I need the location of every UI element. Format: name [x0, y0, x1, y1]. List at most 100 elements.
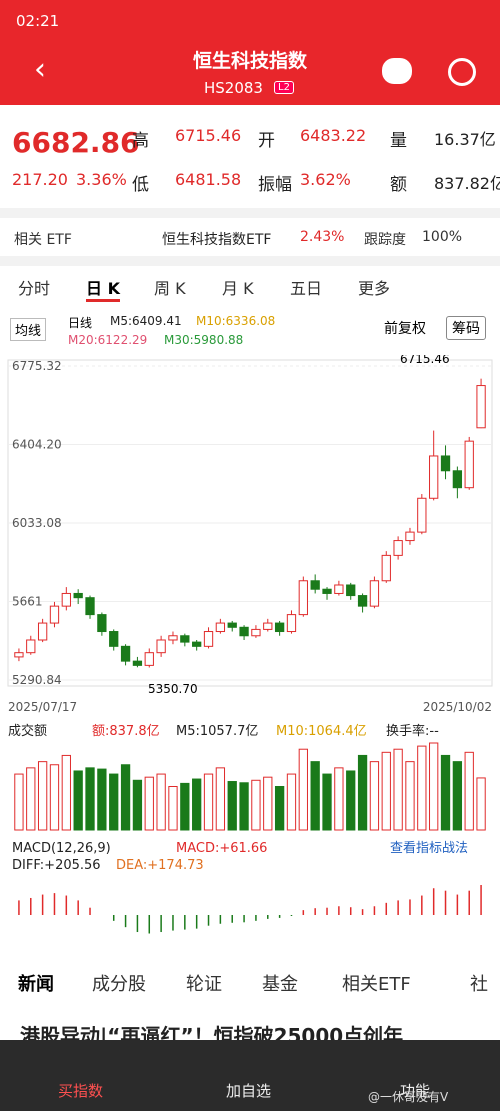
candle-body [85, 597, 95, 616]
candle-body [429, 455, 439, 499]
ma5: M5:6409.41 [110, 314, 182, 328]
candle-body [274, 622, 285, 633]
candle-body [14, 652, 24, 658]
status-time: 02:21 [16, 12, 60, 30]
macd-legend: DIFF:+205.56 [12, 858, 101, 873]
volume-bar [192, 778, 202, 831]
candle-body [49, 605, 60, 624]
volume-bar [476, 777, 486, 831]
candle-body [251, 628, 261, 637]
volume-bar [227, 781, 237, 831]
divider [0, 208, 500, 218]
robot-icon[interactable] [382, 58, 412, 84]
candle-body [168, 635, 178, 641]
code: HS2083 [204, 79, 263, 97]
volume-bar [286, 773, 297, 831]
field-label: 额 [390, 175, 407, 195]
bottom-tab[interactable]: 成分股 [92, 974, 146, 995]
field-label: 量 [390, 131, 407, 151]
action[interactable]: 功能 [400, 1082, 431, 1100]
tab[interactable]: 五日 [290, 279, 323, 298]
tab[interactable]: 分时 [18, 279, 51, 298]
change: 217.20 [12, 170, 68, 189]
chart: 5290.84 5661 6033.08 6404.20 6775.32 6715.46 5… [7, 355, 493, 934]
bottom-tab[interactable]: 轮证 [186, 974, 222, 995]
candle-body [263, 622, 273, 630]
volume-bar [180, 782, 190, 831]
volume-bar [203, 773, 214, 831]
volume-bar [310, 761, 320, 831]
volume-bar [73, 770, 83, 831]
action[interactable]: 买指数 [58, 1082, 104, 1100]
pct: 3.36% [76, 170, 127, 189]
candle-body [37, 622, 48, 641]
volume-bar [14, 773, 24, 831]
vol-legend: M10:1064.4亿 [276, 724, 367, 739]
back-button[interactable]: ‹ [34, 52, 46, 87]
etf-label: 相关 ETF [14, 232, 72, 248]
vol-legend: 额:837.8亿 [92, 724, 160, 739]
candle-body [109, 631, 119, 647]
candle-body [464, 440, 474, 489]
action-bar [0, 1040, 500, 1111]
period: 日线 [68, 316, 93, 330]
search-icon[interactable] [448, 58, 476, 86]
tab[interactable]: 月 K [222, 279, 254, 298]
bottom-tab[interactable]: 社 [470, 974, 488, 995]
field-value: 6481.58 [175, 170, 242, 189]
volume-bar [263, 776, 273, 831]
volume-bar [168, 786, 178, 831]
badge: L2 [274, 81, 294, 94]
volume-bar [298, 748, 308, 831]
volume-bar [61, 754, 71, 831]
macd-legend: DEA:+174.73 [116, 858, 204, 873]
volume-bar [393, 748, 403, 831]
candle-body [132, 660, 143, 666]
adjust[interactable]: 前复权 [384, 321, 426, 337]
macd-legend: MACD(12,26,9) [12, 841, 111, 856]
tab[interactable]: 更多 [358, 279, 391, 298]
y-tick-label: 5290.84 [12, 673, 62, 687]
volume-bar [144, 776, 154, 831]
volume-bar [357, 754, 368, 831]
candle-body [180, 635, 190, 643]
candle-body [357, 595, 368, 607]
title: 恒生科技指数 [192, 50, 307, 72]
volume-bar [369, 761, 380, 831]
vol-legend: 换手率:-- [386, 723, 439, 739]
chips[interactable]: 筹码 [446, 316, 486, 340]
candle-body [405, 531, 415, 542]
volume-bar [274, 786, 285, 831]
bottom-tab[interactable]: 新闻 [18, 974, 54, 995]
action[interactable]: 加自选 [226, 1082, 272, 1100]
tab[interactable]: 日 K [86, 275, 120, 302]
volume-bar [417, 745, 427, 831]
candle-body [215, 622, 226, 633]
bottom-tab[interactable]: 基金 [262, 974, 298, 995]
etf-name: 恒生科技指数ETF [162, 232, 272, 248]
volume-bar [132, 779, 143, 831]
y-tick-label: 6404.20 [12, 438, 62, 452]
vol-legend: 成交额 [8, 723, 47, 739]
tab[interactable]: 周 K [154, 279, 186, 298]
candle-body [417, 497, 427, 533]
candle-body [286, 614, 297, 633]
etf-track: 100% [422, 229, 463, 245]
field-value: 6483.22 [300, 126, 367, 145]
candle-body [310, 580, 320, 590]
ma-label[interactable]: 均线 [10, 318, 47, 341]
field-label: 高 [132, 131, 149, 151]
candle-body [144, 652, 154, 666]
ma10: M10:6336.08 [196, 314, 276, 328]
x-end: 2025/10/02 [423, 700, 492, 714]
bottom-tab[interactable]: 相关ETF [342, 974, 411, 995]
field-label: 振幅 [258, 175, 292, 195]
candle-body [192, 641, 202, 647]
header-bg [0, 0, 500, 105]
field-value: 16.37亿 [434, 130, 496, 149]
etf-pct: 2.43% [300, 229, 345, 245]
volume-bar [334, 767, 344, 831]
volume-bar [26, 767, 36, 831]
volume-bar [429, 742, 439, 831]
